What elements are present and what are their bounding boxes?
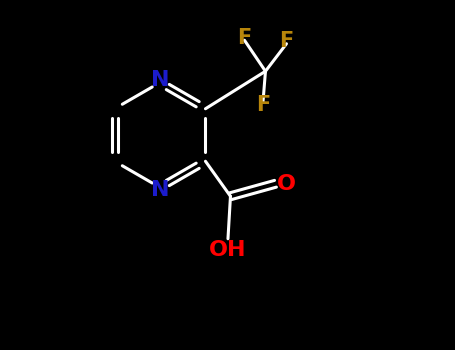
Text: OH: OH bbox=[209, 240, 247, 260]
Text: N: N bbox=[151, 180, 169, 200]
Text: F: F bbox=[279, 31, 293, 51]
Text: F: F bbox=[256, 95, 270, 115]
Text: N: N bbox=[151, 70, 169, 90]
Text: F: F bbox=[238, 28, 252, 48]
Text: O: O bbox=[277, 174, 296, 194]
